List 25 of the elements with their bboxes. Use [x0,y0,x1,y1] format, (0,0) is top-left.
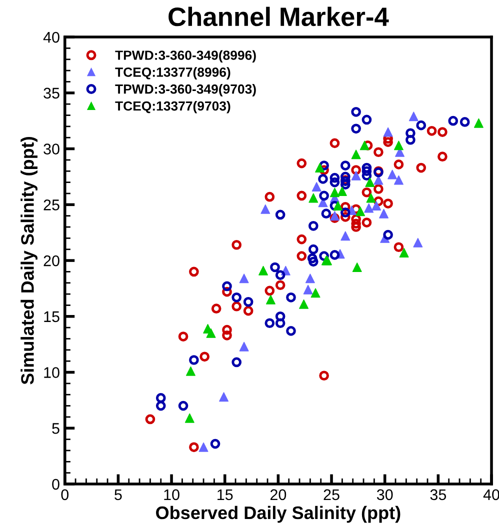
chart-title: Channel Marker-4 [168,6,389,26]
y-tick-label: 25 [44,200,60,210]
y-tick-label: 0 [52,478,60,490]
legend-label: TPWD:3-360-349(9703) [115,84,256,96]
x-tick-label: 10 [164,489,180,500]
y-tick-label: 5 [52,423,60,434]
x-axis-title: Observed Daily Salinity (ppt) [156,506,400,523]
y-tick-label: 20 [44,255,60,266]
y-tick-label: 40 [43,32,60,43]
x-tick-label: 20 [270,489,286,500]
x-tick-label: 0 [61,489,69,500]
y-tick-label: 35 [44,88,60,99]
x-tick-label: 40 [483,489,499,500]
x-tick-label: 30 [376,489,393,500]
y-tick-label: 30 [44,144,60,154]
legend-label: TPWD:3-360-349(8996) [115,50,256,63]
x-tick-label: 25 [324,489,340,500]
y-tick-label: 10 [44,367,60,378]
y-axis-title: Simulated Daily Salinity (ppt) [20,137,38,384]
y-tick-label: 15 [44,311,60,322]
legend-label: TCEQ:13377(9703) [115,100,230,114]
x-tick-label: 35 [430,489,446,500]
legend-label: TCEQ:13377(8996) [115,67,230,80]
x-tick-label: 15 [218,489,233,500]
x-tick-label: 5 [114,489,122,500]
